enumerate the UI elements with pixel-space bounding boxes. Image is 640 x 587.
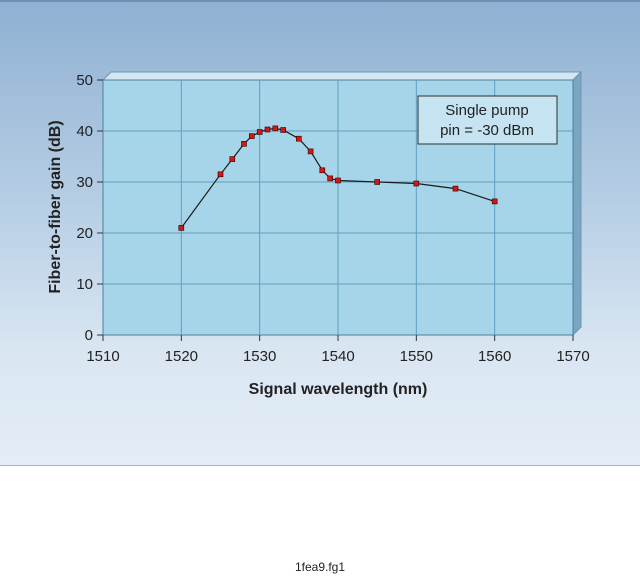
x-tick-label: 1570 — [556, 348, 589, 365]
plot-area-depth-top — [101, 71, 583, 81]
data-point — [319, 167, 326, 174]
data-point — [335, 177, 341, 184]
data-point — [272, 125, 279, 132]
data-point — [256, 129, 263, 135]
data-point — [327, 175, 334, 182]
annotation-frame — [417, 95, 558, 145]
figure-caption: 1fea9.fg1 — [294, 560, 346, 574]
y-tick-label: 30 — [76, 174, 93, 191]
y-axis-title: Fiber-to-fiber gain (dB) — [47, 120, 64, 293]
gain-chart: 1510 1520 1530 1540 1550 1560 157001020304050 … — [47, 70, 590, 398]
data-point — [249, 133, 255, 139]
x-tick-label: 1560 — [478, 348, 511, 365]
x-tick-label: 1530 — [243, 348, 276, 365]
data-point — [241, 141, 247, 147]
y-tick-label: 20 — [76, 225, 93, 242]
data-point — [178, 225, 185, 231]
annotation-line-1: Single pump — [445, 102, 528, 119]
data-point — [491, 198, 498, 205]
x-tick-label: 1550 — [400, 348, 433, 365]
data-point — [307, 148, 314, 155]
y-tick-label: 0 — [85, 327, 93, 344]
y-tick-label: 10 — [76, 276, 93, 293]
data-point — [217, 171, 224, 178]
annotation-box: Single pump pin = -30 dBm — [417, 95, 558, 145]
data-point — [280, 127, 287, 133]
gain-series — [178, 125, 498, 231]
data-point — [264, 126, 271, 133]
data-point — [295, 135, 302, 142]
x-tick-label: 1510 — [86, 348, 119, 365]
data-point — [452, 185, 459, 192]
y-tick-label: 40 — [76, 123, 93, 140]
figure-panel: 1510 1520 1530 1540 1550 1560 1570 0 10 20 30 40 50 … — [0, 0, 640, 466]
annotation-line-2: pin = -30 dBm — [440, 122, 534, 139]
y-tick-label: 50 — [76, 72, 93, 89]
data-point — [374, 179, 381, 185]
x-tick-label: 1540 — [321, 348, 354, 365]
plot-area-depth-right — [572, 70, 582, 337]
data-point — [413, 180, 420, 187]
x-axis-title: Signal wavelength (nm) — [249, 381, 428, 398]
x-tick-label: 1520 — [165, 348, 198, 365]
axis-ticks: 1510 1520 1530 1540 1550 1560 1570 0 10 20 30 40 50 — [76, 72, 589, 365]
data-point — [229, 156, 236, 162]
